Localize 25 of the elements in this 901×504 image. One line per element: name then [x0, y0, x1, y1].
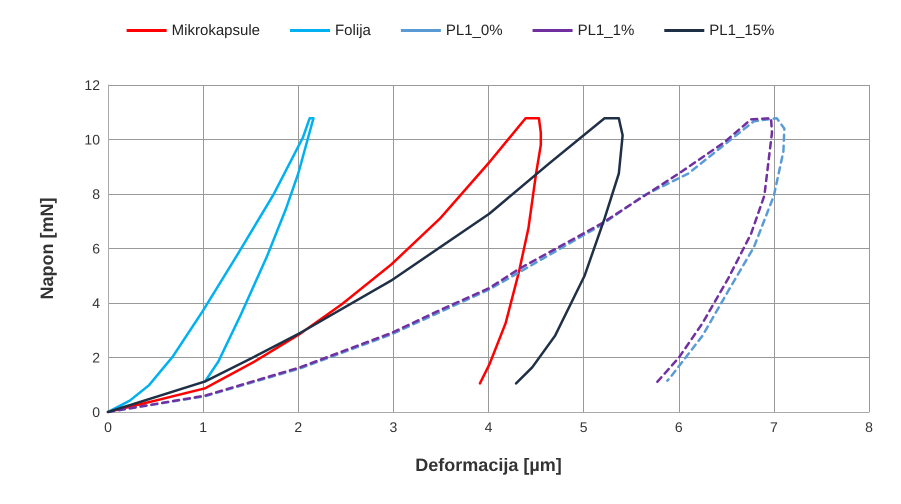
legend-label: Mikrokapsule: [172, 22, 260, 39]
legend-label: PL1_1%: [578, 22, 634, 39]
x-tick-label: 3: [389, 419, 398, 435]
y-tick-label: 8: [92, 186, 100, 202]
y-tick-label: 10: [84, 132, 100, 148]
legend-label: Folija: [335, 22, 372, 39]
x-tick-label: 1: [199, 419, 208, 435]
x-tick-label: 7: [770, 419, 778, 435]
y-tick-label: 12: [84, 77, 100, 93]
y-tick-label: 6: [92, 240, 100, 256]
line-series: [106, 116, 624, 414]
x-tick-label: 5: [580, 419, 588, 435]
x-tick-label: 4: [484, 419, 493, 435]
x-axis-title: Deformacija [µm]: [415, 455, 562, 475]
line-series: [106, 116, 315, 414]
legend-label: PL1_15%: [709, 22, 774, 39]
legend-label: PL1_0%: [446, 22, 503, 39]
y-axis-title: Napon [mN]: [37, 198, 57, 300]
x-tick-label: 6: [674, 419, 683, 435]
y-tick-label: 0: [92, 404, 100, 420]
x-tick-label: 0: [104, 419, 112, 435]
x-tick-label: 2: [294, 419, 302, 435]
y-tick-label: 2: [92, 350, 100, 366]
y-tick-label: 4: [92, 295, 100, 311]
x-tick-label: 8: [865, 419, 874, 435]
